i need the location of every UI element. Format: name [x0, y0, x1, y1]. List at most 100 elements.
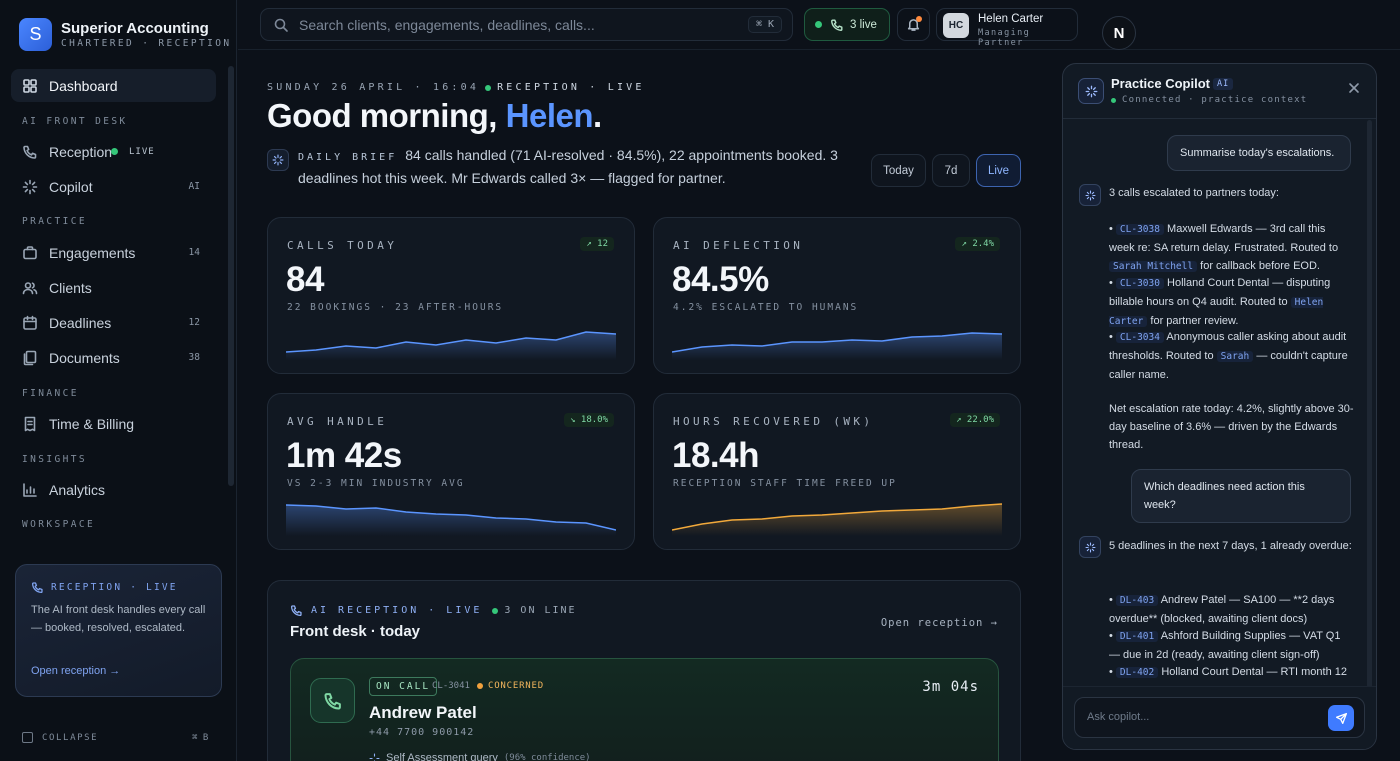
copilot-input[interactable]: Ask copilot...: [1074, 697, 1365, 738]
call-timer: 3m 04s: [922, 679, 979, 695]
staff-ref[interactable]: Sarah Mitchell: [1109, 261, 1198, 272]
calendar-icon: [22, 315, 38, 331]
sidebar-toggle-icon: [22, 732, 33, 743]
stat-card-avg-handle[interactable]: AVG HANDLE ↘ 18.0% 1m 42s VS 2-3 MIN IND…: [267, 393, 635, 550]
escalation-text: Anonymous caller asking about audit thre…: [1109, 331, 1347, 362]
user-message: Summarise today's escalations.: [1167, 135, 1351, 171]
greeting-name: Helen: [505, 97, 594, 134]
copilot-input-placeholder: Ask copilot...: [1087, 711, 1150, 723]
workspace-avatar[interactable]: N: [1102, 16, 1136, 50]
stat-card-calls[interactable]: CALLS TODAY ↗ 12 84 22 BOOKINGS · 23 AFT…: [267, 217, 635, 374]
deadline-text: Ashford Building Supplies — VAT Q1 — due…: [1109, 630, 1341, 661]
collapse-button[interactable]: COLLAPSE: [22, 732, 98, 743]
sidebar-item-label: Dashboard: [49, 77, 118, 94]
stat-label: HOURS RECOVERED (WK): [673, 415, 874, 428]
call-topic: Self Assessment query (96% confidence): [369, 752, 591, 761]
close-button[interactable]: [1348, 82, 1360, 94]
sidebar-item-time-billing[interactable]: Time & Billing: [11, 407, 216, 440]
sidebar-item-label: Engagements: [49, 244, 136, 261]
deadline-item: • DL-401 Ashford Building Supplies — VAT…: [1109, 630, 1341, 661]
user-menu[interactable]: HC Helen Carter Managing Partner: [936, 8, 1078, 48]
call-ref[interactable]: CL-3038: [1115, 224, 1164, 235]
section-finance: FINANCE: [22, 388, 79, 399]
staff-ref[interactable]: Sarah: [1216, 351, 1254, 362]
deadline-ref[interactable]: DL-401: [1115, 631, 1159, 642]
sidebar-item-analytics[interactable]: Analytics: [11, 473, 216, 506]
sparkline: [672, 332, 1002, 360]
search-icon: [273, 17, 299, 33]
range-live-button[interactable]: Live: [976, 154, 1021, 187]
call-id: CL-3041: [432, 681, 470, 691]
greeting-text: Good morning,: [267, 97, 497, 134]
sidebar-item-label: Analytics: [49, 481, 106, 498]
search-placeholder: Search clients, engagements, deadlines, …: [299, 16, 595, 33]
deadline-ref[interactable]: DL-402: [1115, 667, 1159, 678]
sentiment-label: CONCERNED: [488, 681, 544, 691]
call-ref[interactable]: CL-3034: [1115, 332, 1164, 343]
call-ref[interactable]: CL-3030: [1115, 278, 1164, 289]
sidebar-item-dashboard[interactable]: Dashboard: [11, 69, 216, 102]
deadline-item: • DL-402 Holland Court Dental — RTI mont…: [1109, 666, 1347, 678]
stat-card-deflection[interactable]: AI DEFLECTION ↗ 2.4% 84.5% 4.2% ESCALATE…: [653, 217, 1021, 374]
phone-icon: [31, 581, 51, 594]
range-today-button[interactable]: Today: [871, 154, 926, 187]
greeting-end: .: [593, 97, 602, 134]
grid-icon: [22, 78, 38, 94]
count-badge: 12: [188, 317, 200, 328]
notifications-button[interactable]: [897, 8, 930, 41]
live-dot: [485, 84, 492, 91]
brand-logo: S: [19, 18, 52, 51]
copilot-panel: Practice Copilot AI Connected · practice…: [1062, 63, 1377, 750]
collapse-label: COLLAPSE: [42, 732, 99, 743]
sparkline: [672, 503, 1002, 536]
chart-icon: [22, 482, 38, 498]
stat-sub: VS 2-3 MIN INDUSTRY AVG: [287, 478, 465, 489]
live-badge: LIVE: [111, 147, 155, 157]
daily-brief: DAILY BRIEF 84 calls handled (71 AI-resol…: [298, 145, 863, 189]
on-line-count: 3 ON LINE: [504, 605, 577, 616]
sidebar-item-reception[interactable]: Reception LIVE: [11, 135, 216, 168]
caller-name: Andrew Patel: [369, 703, 477, 722]
live-badge-text: LIVE: [129, 146, 155, 157]
phone-icon: [290, 604, 311, 617]
stat-value: 18.4h: [672, 436, 760, 475]
deadline-ref[interactable]: DL-403: [1115, 595, 1159, 606]
sidebar: S Superior Accounting CHARTERED · RECEPT…: [0, 0, 237, 761]
open-reception-link[interactable]: Open reception →: [31, 665, 121, 677]
open-reception-link[interactable]: Open reception →: [880, 617, 998, 629]
stat-delta: ↗ 12: [580, 237, 614, 251]
call-confidence: (96% confidence): [503, 753, 591, 761]
date-bar: SUNDAY 26 APRIL · 16:04 RECEPTION · LIVE: [267, 82, 645, 93]
sidebar-item-deadlines[interactable]: Deadlines 12: [11, 306, 216, 339]
user-message: Which deadlines need action this week?: [1131, 469, 1351, 523]
stat-value: 1m 42s: [286, 436, 402, 475]
date-time: SUNDAY 26 APRIL · 16:04: [267, 82, 480, 93]
deadline-item: • DL-403 Andrew Patel — SA100 — **2 days…: [1109, 594, 1335, 625]
sidebar-item-copilot[interactable]: Copilot AI: [11, 170, 216, 203]
stat-value: 84.5%: [672, 260, 769, 299]
stat-label: AI DEFLECTION: [673, 239, 804, 252]
reception-card-header: RECEPTION · LIVE: [31, 581, 178, 594]
live-calls-button[interactable]: 3 live: [804, 8, 890, 41]
search-input[interactable]: Search clients, engagements, deadlines, …: [260, 8, 793, 41]
copilot-header: Practice Copilot AI Connected · practice…: [1063, 64, 1376, 119]
section-insights: INSIGHTS: [22, 454, 87, 465]
sidebar-item-clients[interactable]: Clients: [11, 271, 216, 304]
sparkline: [286, 504, 616, 536]
deadline-text: Holland Court Dental — RTI month 12: [1161, 666, 1347, 678]
bell-icon: [906, 17, 921, 32]
assistant-message-outro: Net escalation rate today: 4.2%, slightl…: [1109, 403, 1354, 451]
sidebar-item-engagements[interactable]: Engagements 14: [11, 236, 216, 269]
stat-card-hours-recovered[interactable]: HOURS RECOVERED (WK) ↗ 22.0% 18.4h RECEP…: [653, 393, 1021, 550]
ai-badge: AI: [188, 181, 200, 192]
daily-brief-text: 84 calls handled (71 AI-resolved · 84.5%…: [298, 147, 838, 186]
active-call-card[interactable]: ON CALL CL-3041 CONCERNED 3m 04s Andrew …: [290, 658, 999, 761]
brand-subtitle: CHARTERED · RECEPTION: [61, 38, 232, 49]
copilot-scrollbar[interactable]: [1367, 120, 1372, 688]
sidebar-item-documents[interactable]: Documents 38: [11, 341, 216, 374]
send-button[interactable]: [1328, 705, 1354, 731]
stat-sub: 4.2% ESCALATED TO HUMANS: [673, 302, 859, 313]
sidebar-item-label: Reception: [49, 143, 113, 160]
sidebar-scrollbar[interactable]: [228, 66, 234, 486]
range-7d-button[interactable]: 7d: [932, 154, 970, 187]
